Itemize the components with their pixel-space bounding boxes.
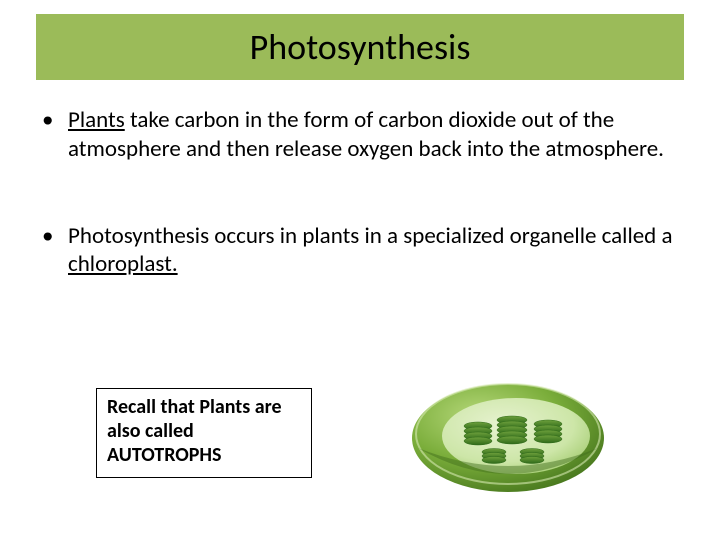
- bullet-2-pre: Photosynthesis occurs in plants in a spe…: [68, 222, 672, 250]
- chloroplast-icon: [408, 370, 608, 500]
- bullet-1: Plants take carbon in the form of carbon…: [38, 106, 678, 164]
- title-banner: Photosynthesis: [36, 14, 684, 80]
- bullet-2-underlined: chloroplast.: [68, 250, 178, 278]
- bullet-2: Photosynthesis occurs in plants in a spe…: [38, 222, 678, 280]
- slide-title: Photosynthesis: [250, 25, 471, 69]
- callout-text: Recall that Plants are also called AUTOT…: [107, 395, 282, 467]
- bullet-list: Plants take carbon in the form of carbon…: [38, 106, 678, 337]
- bullet-1-rest: take carbon in the form of carbon dioxid…: [68, 106, 664, 163]
- bullet-1-underlined: Plants: [68, 106, 125, 134]
- recall-callout: Recall that Plants are also called AUTOT…: [96, 388, 312, 478]
- chloroplast-illustration: [408, 370, 608, 500]
